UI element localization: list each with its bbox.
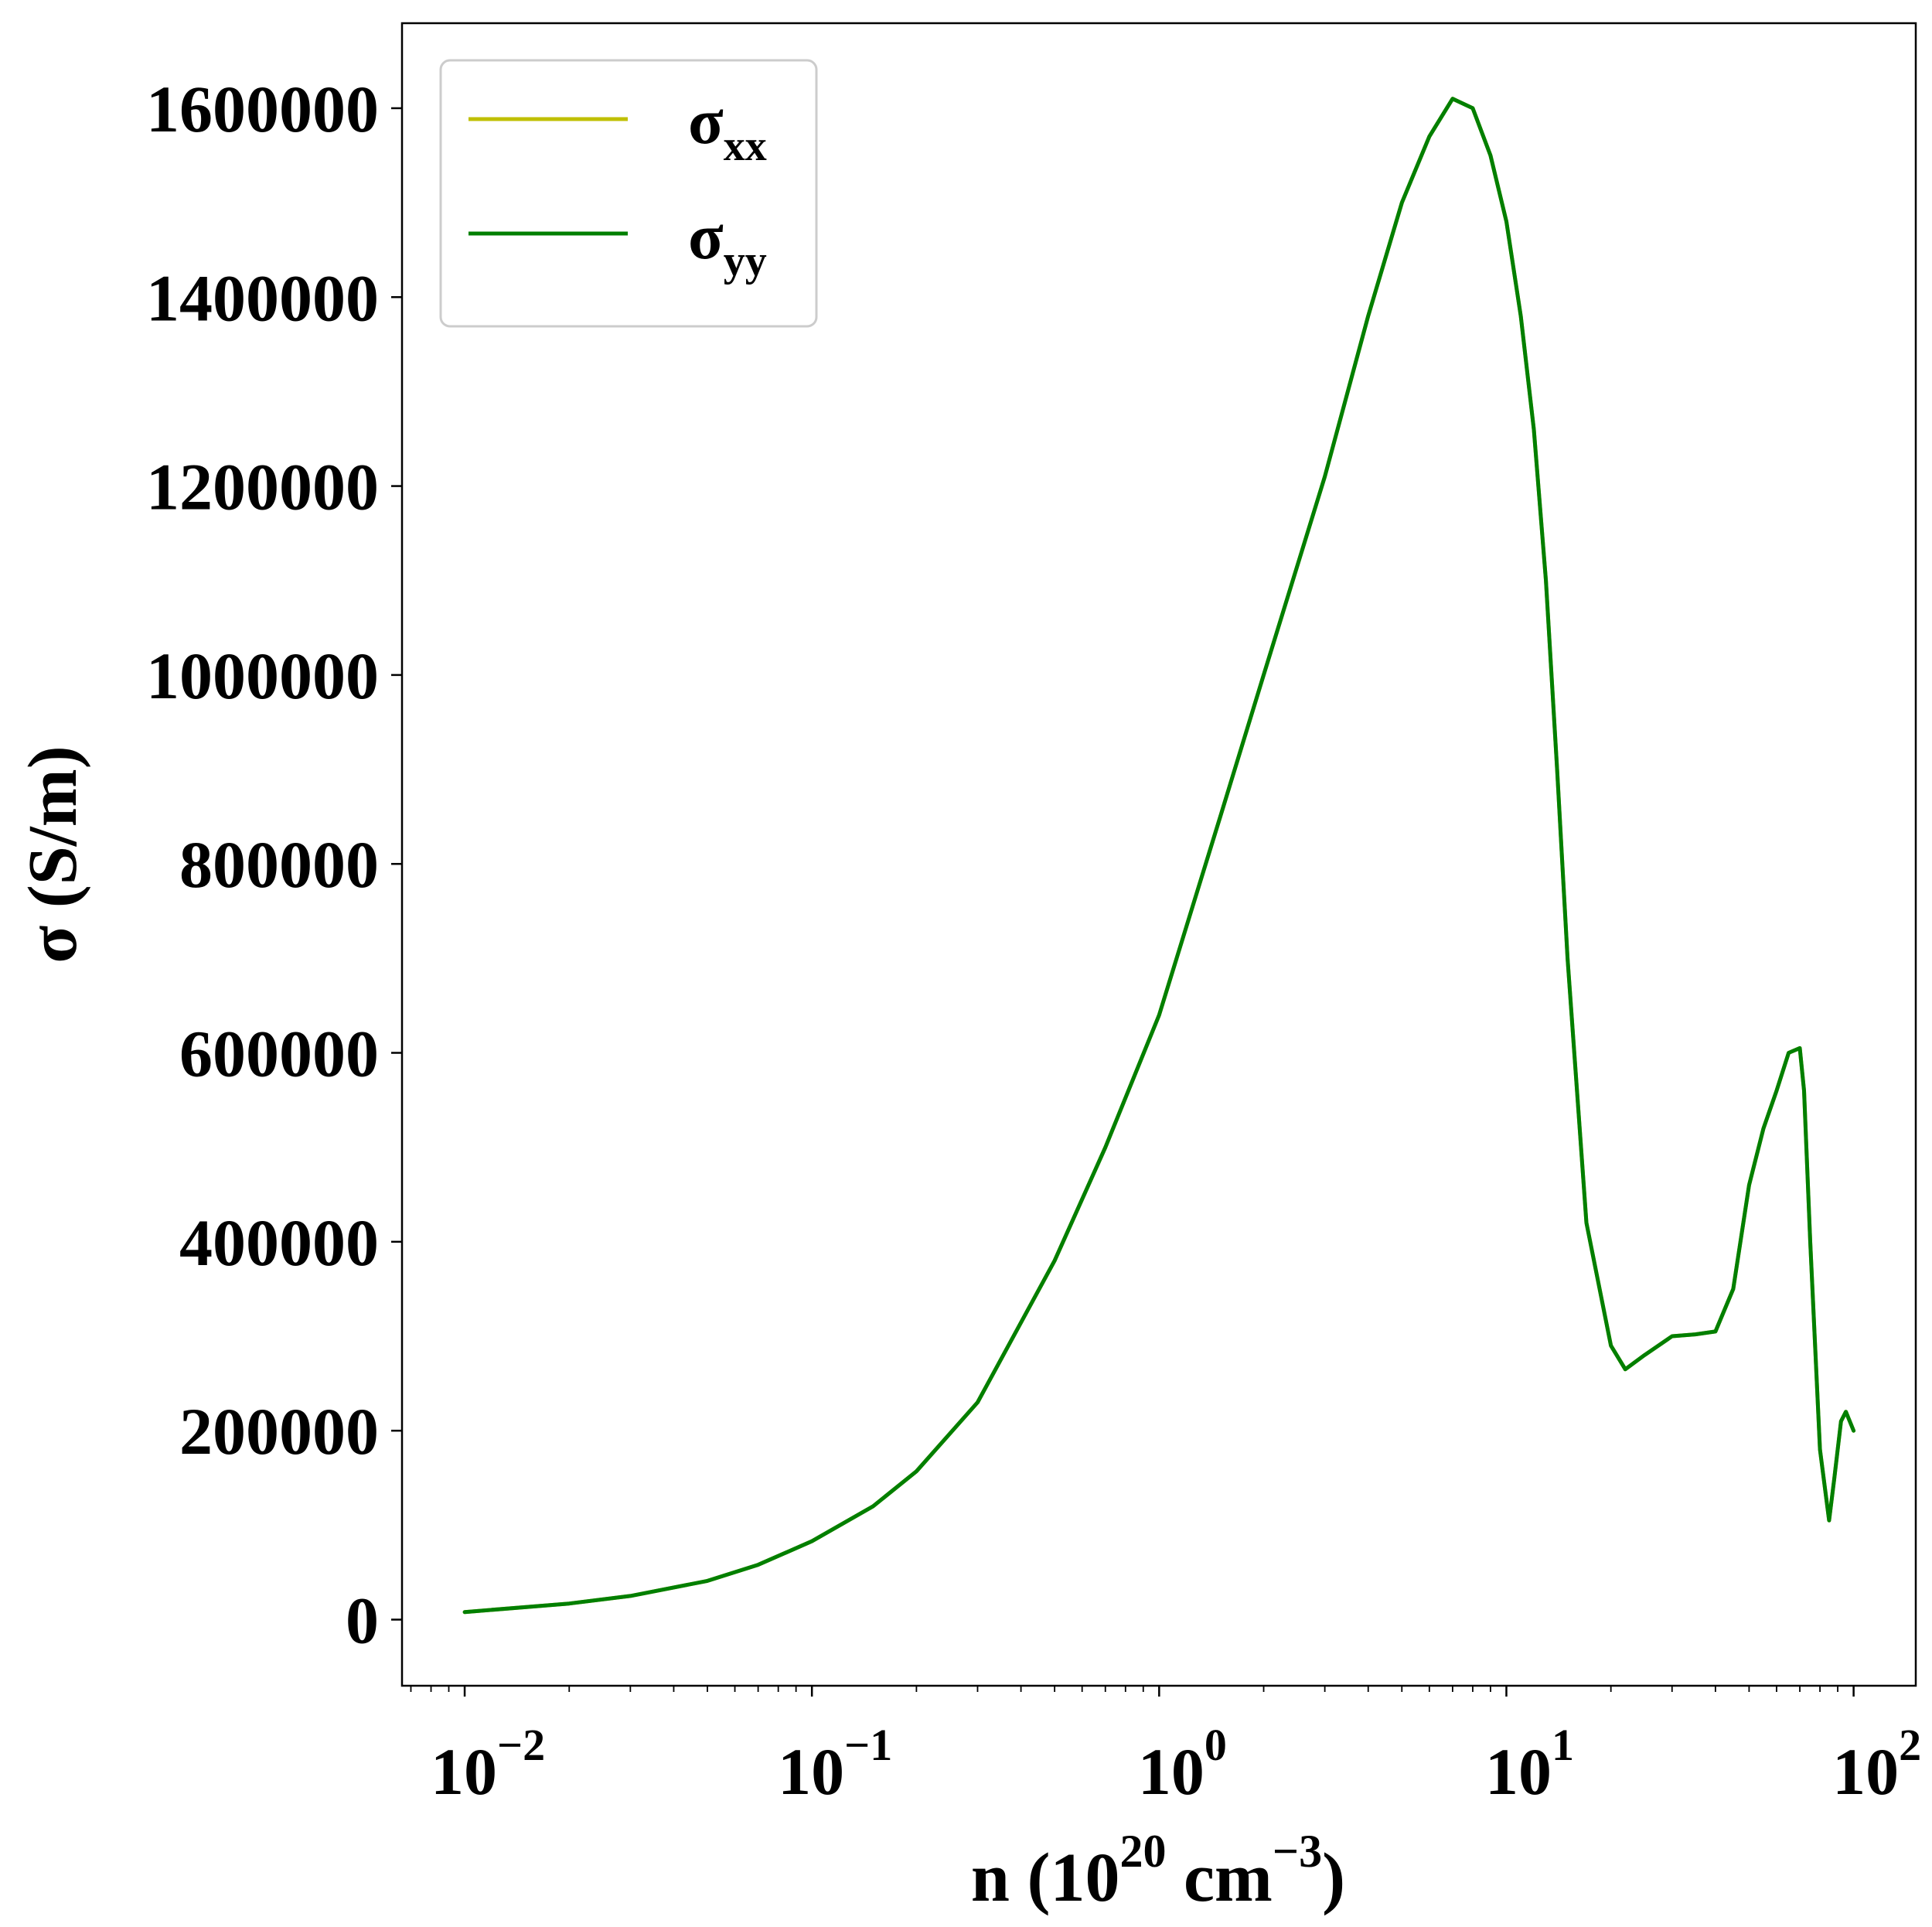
- y-tick-label-0: 0: [346, 1583, 379, 1657]
- x-tick-base-2: 10: [1138, 1734, 1205, 1809]
- y-tick-label-3: 600000: [179, 1017, 379, 1091]
- x-axis-title-main: n (10: [971, 1840, 1120, 1916]
- series-layer: [462, 97, 1856, 1615]
- x-tick-base-1: 10: [778, 1734, 844, 1809]
- legend-label-sigma-yy: σyy: [688, 201, 767, 285]
- legend: σxx σyy: [439, 59, 818, 328]
- legend-symbol-sigma-xx: σ: [688, 86, 724, 158]
- x-axis-title-unit-exp: −3: [1273, 1826, 1322, 1877]
- legend-symbol-sigma-yy: σ: [688, 201, 724, 273]
- x-tick-exp-2: 0: [1205, 1720, 1227, 1770]
- x-tick-label-0: 10−2: [431, 1720, 545, 1809]
- x-tick-label-3: 101: [1485, 1720, 1574, 1809]
- y-tick-label-8: 1600000: [146, 72, 379, 146]
- x-tick-base-0: 10: [431, 1734, 497, 1809]
- y-tick-label-4: 800000: [179, 827, 379, 902]
- x-tick-label-1: 10−1: [778, 1720, 892, 1809]
- y-tick-label-7: 1400000: [146, 261, 379, 335]
- x-axis-title-exp: 20: [1119, 1826, 1166, 1877]
- x-tick-base-3: 10: [1485, 1734, 1552, 1809]
- x-tick-exp-1: −1: [844, 1720, 892, 1770]
- y-tick-label-1: 200000: [179, 1394, 379, 1468]
- y-tick-label-2: 400000: [179, 1206, 379, 1280]
- series-line-1: [462, 97, 1856, 1615]
- y-axis: 0 200000 400000 600000 800000 1000000 1200000 1…: [146, 72, 402, 1657]
- x-tick-label-2: 100: [1138, 1720, 1227, 1809]
- y-axis-title: σ (S/m): [15, 745, 91, 963]
- x-axis: 10−2 10−1 100 101 102: [410, 1686, 1921, 1809]
- y-tick-label-6: 1200000: [146, 450, 379, 524]
- y-tick-label-5: 1000000: [146, 639, 379, 713]
- x-tick-exp-4: 2: [1899, 1720, 1921, 1770]
- legend-label-sigma-xx: σxx: [688, 86, 767, 170]
- x-axis-title-close: ): [1322, 1840, 1345, 1916]
- legend-sub-sigma-yy: yy: [724, 237, 767, 285]
- x-tick-exp-0: −2: [497, 1720, 545, 1770]
- x-tick-label-4: 102: [1832, 1720, 1921, 1809]
- x-axis-title-unit: cm: [1166, 1840, 1272, 1916]
- x-tick-base-4: 10: [1832, 1734, 1899, 1809]
- legend-sub-sigma-xx: xx: [724, 122, 767, 170]
- legend-box: [439, 59, 818, 328]
- x-tick-exp-3: 1: [1552, 1720, 1574, 1770]
- x-axis-title: n (1020 cm−3): [971, 1826, 1345, 1916]
